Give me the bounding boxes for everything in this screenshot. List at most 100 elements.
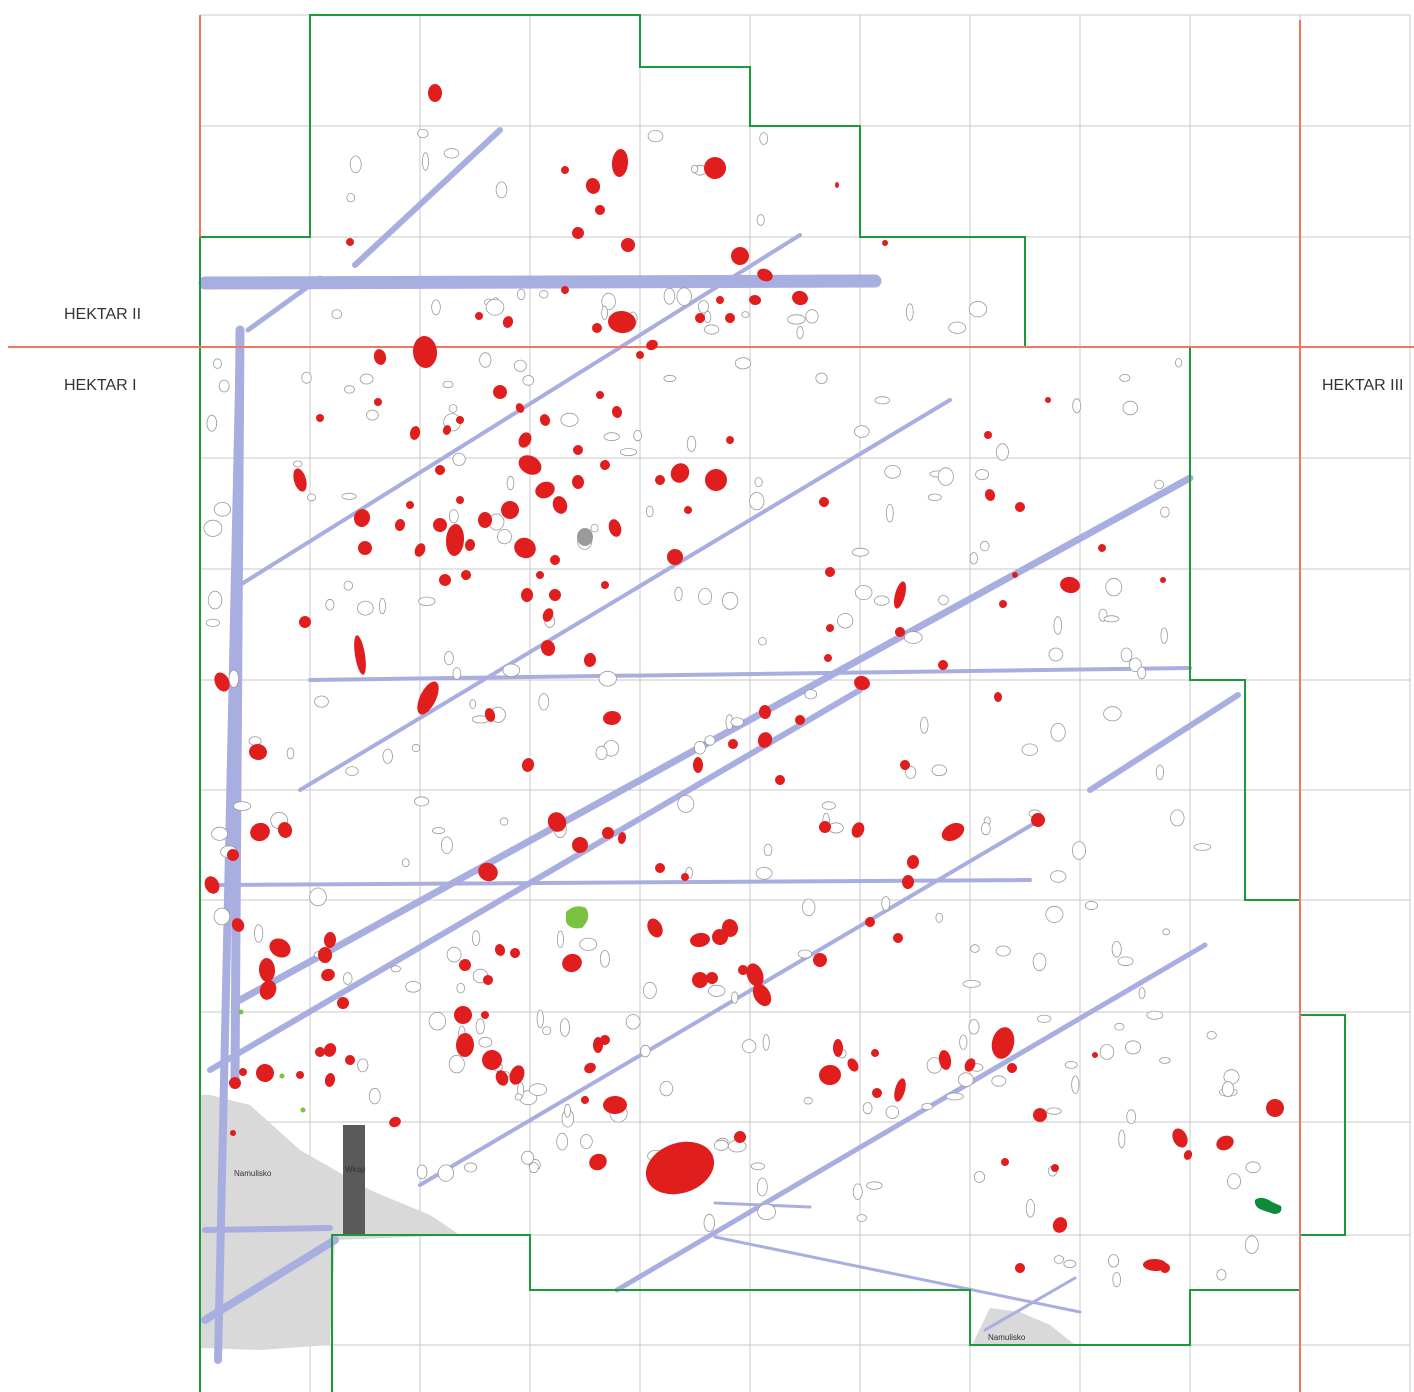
red-feature: [757, 732, 773, 748]
outlined-feature: [448, 1054, 465, 1074]
red-feature: [536, 571, 544, 579]
outlined-feature: [969, 552, 978, 565]
red-feature: [984, 431, 992, 439]
outlined-feature: [647, 130, 664, 143]
red-feature: [826, 624, 834, 632]
red-feature: [1015, 1263, 1025, 1273]
red-feature: [495, 1070, 509, 1086]
outlined-feature: [995, 443, 1009, 461]
outlined-feature: [803, 1096, 813, 1105]
red-feature: [1007, 1063, 1017, 1073]
outlined-feature: [440, 836, 453, 854]
red-feature: [345, 1055, 355, 1065]
red-feature: [731, 246, 749, 265]
outlined-feature: [837, 613, 854, 629]
outlined-feature: [927, 493, 942, 501]
red-feature: [792, 290, 808, 306]
outlined-feature: [309, 887, 327, 907]
outlined-feature: [366, 409, 379, 421]
red-feature: [941, 822, 965, 842]
red-feature: [581, 1096, 589, 1104]
outlined-feature: [1221, 1081, 1235, 1097]
outlined-feature: [852, 1183, 863, 1200]
red-feature: [227, 849, 239, 861]
red-feature: [636, 351, 644, 359]
trench: [230, 325, 245, 1085]
red-feature: [871, 1049, 879, 1057]
outlined-feature: [1099, 1044, 1115, 1060]
outlined-feature: [522, 375, 535, 386]
red-feature: [493, 385, 507, 399]
trench: [213, 878, 1032, 887]
red-feature: [259, 980, 277, 1000]
red-feature: [865, 917, 875, 927]
red-feature: [315, 1047, 325, 1057]
outlined-feature: [703, 1213, 716, 1232]
red-feature: [258, 958, 276, 982]
outlined-feature: [1048, 647, 1064, 662]
outlined-feature: [931, 764, 948, 777]
wkop-label: Wkop: [345, 1165, 366, 1174]
red-feature: [684, 506, 692, 514]
red-feature: [510, 948, 520, 958]
outlined-feature: [1227, 1173, 1241, 1190]
outlined-feature: [853, 425, 870, 438]
outlined-feature: [855, 585, 873, 601]
outlined-feature: [1154, 479, 1164, 490]
trench: [207, 687, 863, 1073]
outlined-feature: [286, 747, 295, 760]
red-feature: [354, 635, 366, 675]
red-feature: [993, 692, 1003, 702]
outlined-feature: [357, 1058, 369, 1073]
outlined-feature: [758, 637, 767, 646]
red-feature: [646, 339, 658, 351]
outlined-feature: [905, 765, 917, 779]
outlined-feature: [1114, 1022, 1125, 1031]
red-feature: [611, 149, 629, 177]
outlined-feature: [1118, 1129, 1126, 1149]
red-feature: [824, 654, 832, 662]
outlined-feature: [448, 404, 458, 413]
outlined-feature: [560, 412, 579, 427]
outlined-feature: [1160, 506, 1170, 518]
outlined-feature: [731, 991, 739, 1004]
red-feature: [725, 313, 735, 323]
outlined-feature: [756, 1177, 768, 1197]
trench: [983, 1276, 1077, 1332]
outlined-feature: [1084, 900, 1098, 911]
red-feature: [681, 873, 689, 881]
light-green-feature: [566, 906, 589, 929]
red-feature: [562, 953, 582, 973]
outlined-feature: [698, 300, 709, 314]
outlined-feature: [521, 1150, 535, 1165]
outlined-feature: [805, 309, 819, 324]
trench: [352, 127, 503, 268]
red-feature: [483, 975, 493, 985]
outlined-feature: [556, 930, 564, 949]
outlined-feature: [314, 695, 329, 708]
hektar-i-label: HEKTAR I: [64, 377, 137, 394]
outlined-feature: [815, 372, 828, 385]
red-feature: [435, 465, 445, 475]
outlined-feature: [442, 380, 454, 389]
outlined-feature: [881, 896, 891, 911]
red-feature: [1052, 1217, 1068, 1233]
outlined-feature: [213, 501, 231, 517]
red-feature: [906, 855, 920, 869]
red-feature: [459, 959, 471, 971]
outlined-feature: [539, 290, 549, 299]
red-feature: [494, 944, 506, 956]
red-feature: [1045, 397, 1051, 403]
red-feature: [608, 310, 636, 334]
red-feature: [592, 323, 602, 333]
outlined-feature: [1072, 398, 1082, 414]
red-feature: [249, 743, 267, 761]
outlined-feature: [856, 1214, 867, 1222]
outlined-feature: [1244, 1235, 1259, 1254]
outlined-feature: [513, 359, 527, 372]
outlined-feature: [499, 817, 509, 826]
outlined-feature: [866, 1181, 883, 1190]
red-feature: [746, 963, 764, 987]
red-feature: [819, 821, 831, 833]
red-feature: [484, 708, 496, 722]
